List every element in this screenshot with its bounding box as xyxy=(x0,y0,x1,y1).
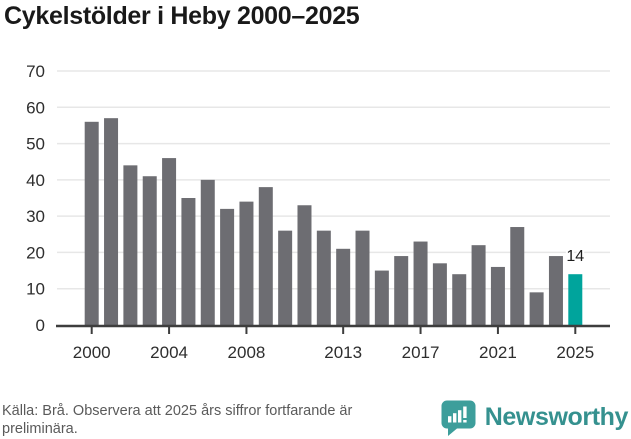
bar-2002 xyxy=(123,165,138,325)
x-axis-label-2025: 2025 xyxy=(556,343,594,362)
bar-2024 xyxy=(548,256,563,325)
y-axis-label-50: 50 xyxy=(26,135,45,154)
x-axis-label-2017: 2017 xyxy=(402,343,440,362)
bar-2014 xyxy=(355,230,370,325)
y-axis-label-20: 20 xyxy=(26,243,45,262)
bar-2000 xyxy=(84,121,99,325)
bar-2019 xyxy=(452,274,467,325)
y-axis-label-30: 30 xyxy=(26,207,45,226)
bar-2025 xyxy=(568,274,583,325)
bar-2017 xyxy=(413,241,428,325)
bar-2020 xyxy=(471,245,486,325)
y-axis-label-40: 40 xyxy=(26,171,45,190)
x-axis-label-2008: 2008 xyxy=(228,343,266,362)
chart-title: Cykelstölder i Heby 2000–2025 xyxy=(4,2,360,30)
x-axis-label-2004: 2004 xyxy=(150,343,188,362)
source-note: Källa: Brå. Observera att 2025 års siffr… xyxy=(2,403,353,437)
bar-2013 xyxy=(336,248,351,325)
bar-2011 xyxy=(297,205,312,325)
bar-2015 xyxy=(374,270,389,325)
bar-2022 xyxy=(510,227,525,325)
bar-2004 xyxy=(162,158,177,325)
bar-2010 xyxy=(278,230,293,325)
bar-2001 xyxy=(104,118,119,326)
y-axis-label-10: 10 xyxy=(26,280,45,299)
value-label-2025: 14 xyxy=(566,248,584,265)
x-axis-label-2000: 2000 xyxy=(73,343,111,362)
bar-2005 xyxy=(181,198,196,325)
bar-2018 xyxy=(432,263,447,325)
newsworthy-logo: Newsworthy xyxy=(440,399,628,436)
bar-2012 xyxy=(316,230,331,325)
bar-2007 xyxy=(220,208,235,325)
newsworthy-wordmark: Newsworthy xyxy=(484,403,629,431)
y-axis-label-0: 0 xyxy=(36,316,45,335)
bar-2003 xyxy=(142,176,157,325)
bar-2008 xyxy=(239,201,254,325)
bar-2006 xyxy=(200,179,215,325)
newsworthy-speech-bubble-bars-icon xyxy=(441,400,476,436)
bar-2016 xyxy=(394,256,409,325)
bar-2021 xyxy=(490,266,505,325)
y-axis-label-60: 60 xyxy=(26,98,45,117)
bar-2023 xyxy=(529,292,544,325)
x-axis-label-2021: 2021 xyxy=(479,343,517,362)
x-axis-label-2013: 2013 xyxy=(324,343,362,362)
y-axis-label-70: 70 xyxy=(26,62,45,81)
bar-2009 xyxy=(258,187,273,325)
